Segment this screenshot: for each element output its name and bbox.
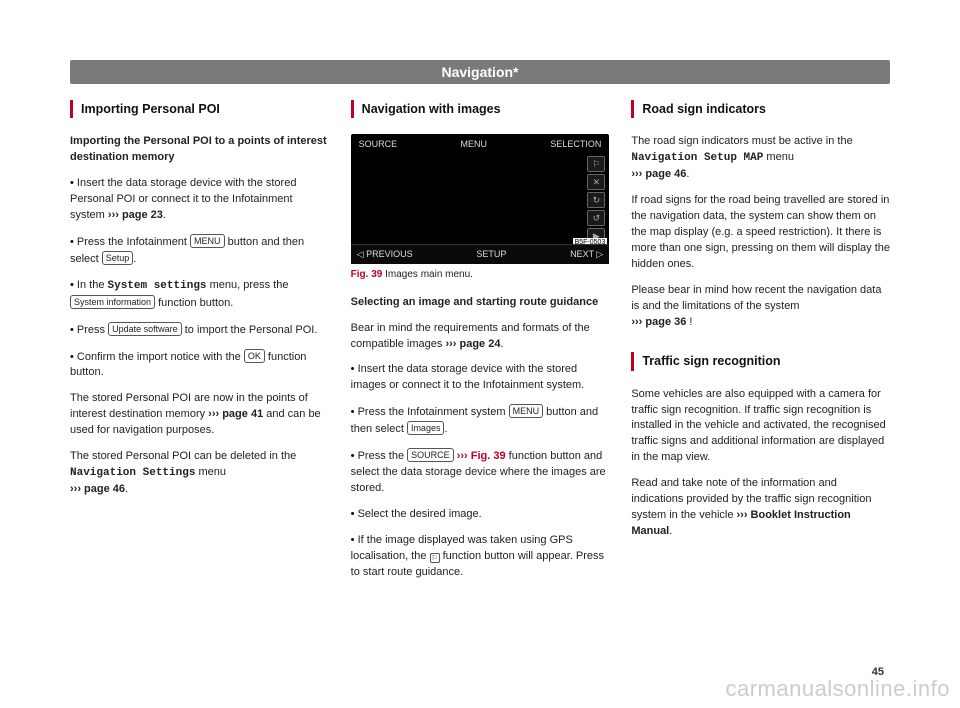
step-insert-storage: Insert the data storage device with the … [70,176,329,224]
text: Press [77,324,108,336]
text: . [669,525,672,537]
gps-flag-icon: ⚐ [430,553,440,563]
text: Press the Infotainment system [358,406,509,418]
text: The road sign indicators must be active … [631,135,852,147]
page-ref-46a: ››› page 46 [70,483,125,495]
text: menu [763,151,794,163]
page-ref-36: ››› page 36 [631,316,686,328]
heading-nav-images: Navigation with images [351,100,610,118]
figure-39: SOURCE MENU SELECTION ⚐ ✕ ↻ ↺ ▶ B5F-0503… [351,134,610,283]
menu-key: MENU [509,404,544,418]
step-insert-images: Insert the data storage device with the … [351,362,610,394]
subhead-select-image: Selecting an image and starting route gu… [351,295,610,311]
heading-importing-poi: Importing Personal POI [70,100,329,118]
menu-button-key: MENU [190,234,225,248]
update-software-key: Update software [108,322,182,336]
step-system-settings: In the System settings menu, press the S… [70,278,329,312]
fig-previous-label: ◁ PREVIOUS [357,248,413,261]
text: . [686,168,689,180]
fig-source-label: SOURCE [359,138,398,151]
text: menu [195,466,226,478]
text: menu, press the [207,279,289,291]
fig-setup-label: SETUP [476,248,506,261]
step-update-software: Press Update software to import the Pers… [70,322,329,339]
page-ref-46b: ››› page 46 [631,168,686,180]
step-confirm-ok: Confirm the import notice with the OK fu… [70,349,329,382]
flag-icon: ⚐ [587,156,605,172]
text: Press the Infotainment [77,236,190,248]
ok-key: OK [244,349,265,363]
nav-settings-label: Navigation Settings [70,467,195,479]
source-key: SOURCE [407,448,454,462]
text: Please bear in mind how recent the navig… [631,284,881,312]
column-3: Road sign indicators The road sign indic… [631,98,890,591]
para-delete-poi: The stored Personal POI can be deleted i… [70,449,329,498]
chapter-title: Navigation* [70,60,890,84]
system-information-key: System information [70,295,155,309]
manual-page: Navigation* Importing Personal POI Impor… [70,0,890,591]
text: In the [77,279,108,291]
para-requirements: Bear in mind the requirements and format… [351,321,610,353]
step-press-source: Press the SOURCE ››› Fig. 39 function bu… [351,448,610,497]
step-press-menu: Press the Infotainment MENU button and t… [70,234,329,268]
text: The stored Personal POI can be deleted i… [70,450,296,462]
page-ref-41: ››› page 41 [208,408,263,420]
images-key: Images [407,421,445,435]
nav-setup-map-label: Navigation Setup MAP [631,152,763,164]
text: . [163,209,166,221]
heading-traffic-sign: Traffic sign recognition [631,352,890,370]
subhead-import-memory: Importing the Personal POI to a points o… [70,134,329,166]
figure-number: Fig. 39 [351,269,383,280]
fig-topbar: SOURCE MENU SELECTION [351,134,610,155]
para-road-sign-stored: If road signs for the road being travell… [631,193,890,273]
text: . [444,423,447,435]
rotate-cw-icon: ↻ [587,192,605,208]
page-ref-23: ››› page 23 [108,209,163,221]
para-traffic-camera: Some vehicles are also equipped with a c… [631,387,890,467]
figure-caption-text: Images main menu. [382,269,473,280]
text: . [125,483,128,495]
close-icon: ✕ [587,174,605,190]
para-stored-poi: The stored Personal POI are now in the p… [70,391,329,439]
setup-button-key: Setup [102,251,134,265]
fig-side-icons: ⚐ ✕ ↻ ↺ ▶ [587,156,605,244]
column-2: Navigation with images SOURCE MENU SELEC… [351,98,610,591]
figure-39-screen: SOURCE MENU SELECTION ⚐ ✕ ↻ ↺ ▶ B5F-0503… [351,134,610,264]
fig-ref-39: ››› Fig. 39 [457,450,506,462]
figure-39-caption: Fig. 39 Images main menu. [351,268,610,283]
content-columns: Importing Personal POI Importing the Per… [70,98,890,591]
text: to import the Personal POI. [182,324,318,336]
watermark: carmanualsonline.info [725,676,950,702]
para-road-sign-active: The road sign indicators must be active … [631,134,890,183]
text: Insert the data storage device with the … [70,177,296,221]
page-ref-24: ››› page 24 [445,338,500,350]
step-gps-guidance: If the image displayed was taken using G… [351,533,610,581]
text: Press the [358,450,408,462]
para-nav-data-recent: Please bear in mind how recent the navig… [631,283,890,331]
fig-selection-label: SELECTION [550,138,601,151]
fig-menu-label: MENU [461,138,488,151]
rotate-ccw-icon: ↺ [587,210,605,226]
step-press-menu-images: Press the Infotainment system MENU butto… [351,404,610,438]
text: Confirm the import notice with the [77,351,244,363]
fig-botbar: ◁ PREVIOUS SETUP NEXT ▷ [351,244,610,264]
text: . [133,253,136,265]
column-1: Importing Personal POI Importing the Per… [70,98,329,591]
text: function button. [155,297,233,309]
heading-road-sign: Road sign indicators [631,100,890,118]
fig-next-label: NEXT ▷ [570,248,603,261]
text: . [500,338,503,350]
step-select-image: Select the desired image. [351,507,610,523]
system-settings-label: System settings [108,280,207,292]
para-booklet-ref: Read and take note of the information an… [631,476,890,540]
text: ! [686,316,692,328]
